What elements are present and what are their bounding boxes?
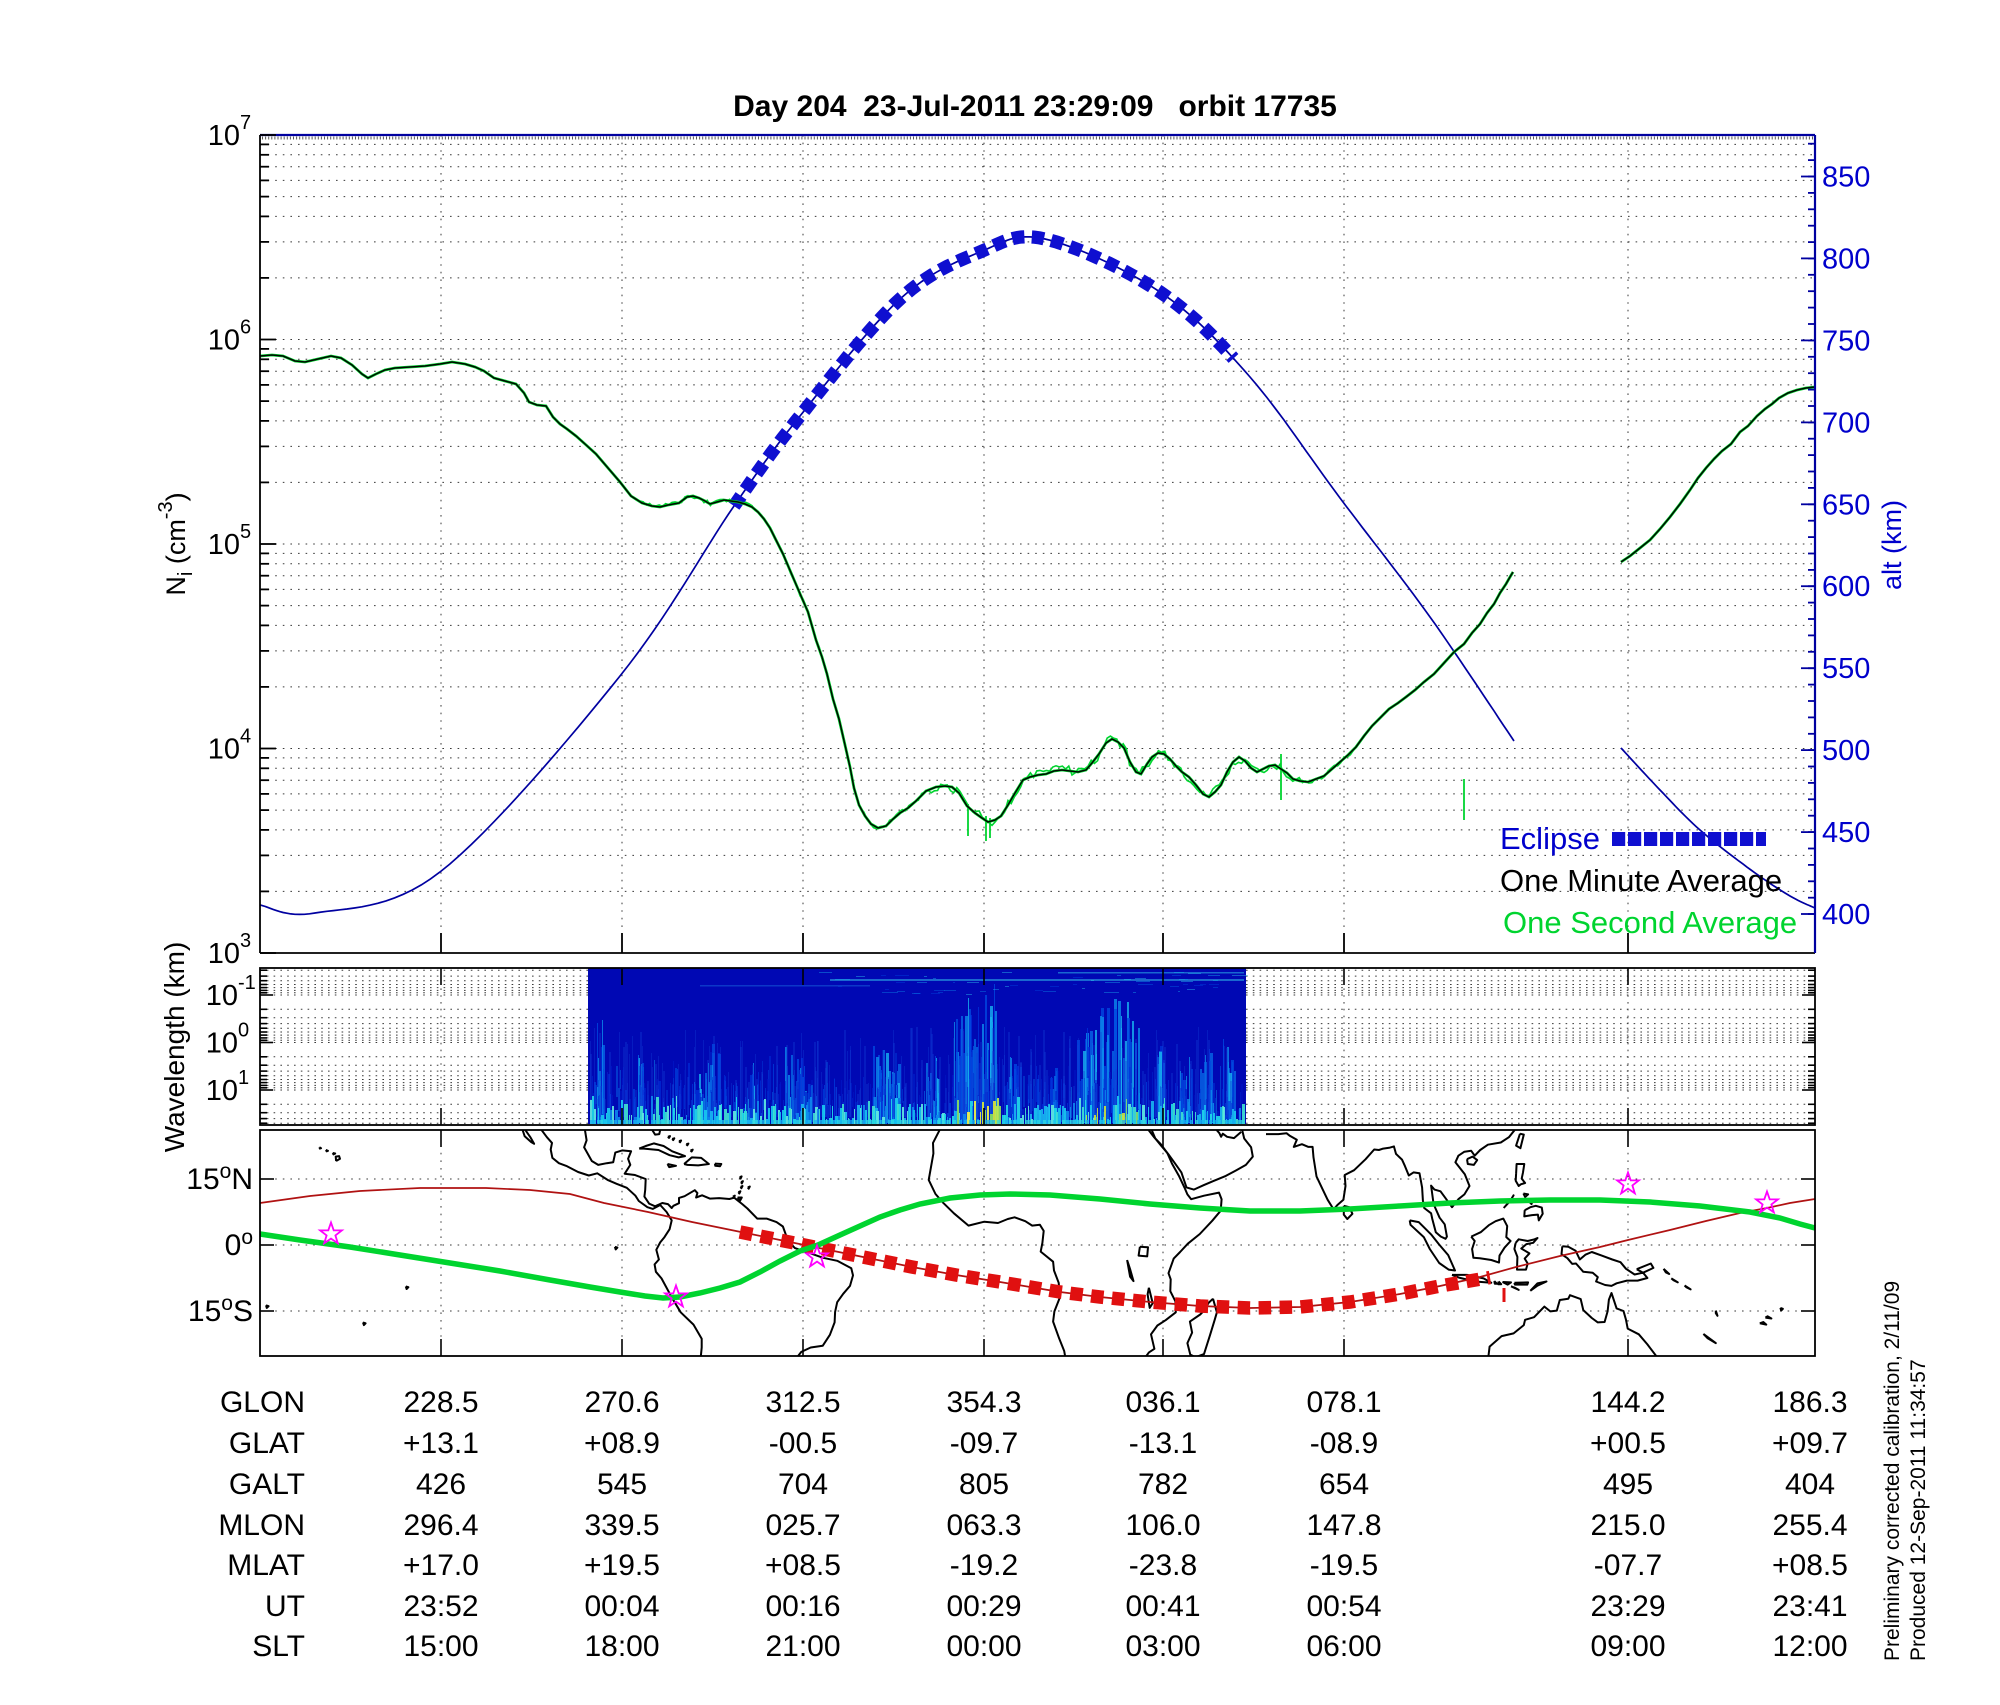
svg-text:21:00: 21:00 (765, 1630, 840, 1663)
svg-text:15:00: 15:00 (403, 1630, 478, 1663)
svg-text:10: 10 (208, 938, 240, 970)
svg-text:-19.2: -19.2 (950, 1549, 1018, 1582)
svg-text:10: 10 (208, 325, 240, 357)
svg-text:296.4: 296.4 (403, 1509, 478, 1542)
svg-text:782: 782 (1138, 1468, 1188, 1501)
svg-text:00:29: 00:29 (946, 1590, 1021, 1623)
svg-text:00:00: 00:00 (946, 1630, 1021, 1663)
svg-text:426: 426 (416, 1468, 466, 1501)
svg-text:-07.7: -07.7 (1594, 1549, 1662, 1582)
svg-text:404: 404 (1785, 1468, 1835, 1501)
svg-text:MLAT: MLAT (227, 1549, 305, 1582)
svg-text:495: 495 (1603, 1468, 1653, 1501)
svg-text:550: 550 (1822, 653, 1870, 685)
svg-text:GLON: GLON (220, 1386, 305, 1419)
svg-text:15oN: 15oN (186, 1160, 253, 1196)
svg-text:600: 600 (1822, 571, 1870, 603)
svg-text:-08.9: -08.9 (1310, 1427, 1378, 1460)
svg-text:-19.5: -19.5 (1310, 1549, 1378, 1582)
svg-text:545: 545 (597, 1468, 647, 1501)
svg-text:654: 654 (1319, 1468, 1369, 1501)
svg-text:-13.1: -13.1 (1129, 1427, 1197, 1460)
svg-text:06:00: 06:00 (1306, 1630, 1381, 1663)
svg-text:400: 400 (1822, 899, 1870, 931)
svg-text:106.0: 106.0 (1125, 1509, 1200, 1542)
svg-text:750: 750 (1822, 325, 1870, 357)
svg-text:23:52: 23:52 (403, 1590, 478, 1623)
svg-text:704: 704 (778, 1468, 828, 1501)
svg-text:10: 10 (208, 529, 240, 561)
svg-text:MLON: MLON (218, 1509, 305, 1542)
svg-text:03:00: 03:00 (1125, 1630, 1200, 1663)
svg-text:078.1: 078.1 (1306, 1386, 1381, 1419)
svg-text:0: 0 (238, 1020, 249, 1042)
svg-text:Eclipse: Eclipse (1500, 821, 1600, 856)
svg-text:+00.5: +00.5 (1590, 1427, 1666, 1460)
svg-text:+19.5: +19.5 (584, 1549, 660, 1582)
svg-text:500: 500 (1822, 735, 1870, 767)
svg-text:147.8: 147.8 (1306, 1509, 1381, 1542)
svg-text:+17.0: +17.0 (403, 1549, 479, 1582)
svg-text:063.3: 063.3 (946, 1509, 1021, 1542)
svg-text:12:00: 12:00 (1772, 1630, 1847, 1663)
svg-text:270.6: 270.6 (584, 1386, 659, 1419)
svg-text:450: 450 (1822, 817, 1870, 849)
svg-text:10: 10 (208, 120, 240, 152)
svg-text:-00.5: -00.5 (769, 1427, 837, 1460)
svg-text:805: 805 (959, 1468, 1009, 1501)
svg-text:186.3: 186.3 (1772, 1386, 1847, 1419)
svg-text:00:41: 00:41 (1125, 1590, 1200, 1623)
svg-text:5: 5 (240, 521, 251, 543)
svg-text:Wavelength (km): Wavelength (km) (159, 942, 190, 1153)
svg-text:UT: UT (265, 1590, 305, 1623)
svg-text:15oS: 15oS (188, 1292, 253, 1328)
svg-text:09:00: 09:00 (1590, 1630, 1665, 1663)
svg-text:00:04: 00:04 (584, 1590, 659, 1623)
svg-text:4: 4 (240, 726, 251, 748)
svg-text:312.5: 312.5 (765, 1386, 840, 1419)
svg-text:alt (km): alt (km) (1877, 500, 1907, 590)
svg-text:One Minute Average: One Minute Average (1500, 863, 1782, 898)
svg-text:144.2: 144.2 (1590, 1386, 1665, 1419)
svg-text:354.3: 354.3 (946, 1386, 1021, 1419)
svg-text:3: 3 (240, 930, 251, 952)
svg-text:23:29: 23:29 (1590, 1590, 1665, 1623)
svg-text:GLAT: GLAT (229, 1427, 305, 1460)
svg-text:1: 1 (238, 1067, 249, 1089)
svg-text:-1: -1 (238, 972, 256, 994)
svg-text:One Second Average: One Second Average (1503, 905, 1797, 940)
svg-text:-23.8: -23.8 (1129, 1549, 1197, 1582)
svg-text:025.7: 025.7 (765, 1509, 840, 1542)
svg-text:Day 204 23-Jul-2011 23:29:09: Day 204 23-Jul-2011 23:29:09 orbit 17735 (733, 90, 1337, 123)
svg-text:10: 10 (208, 734, 240, 766)
svg-text:7: 7 (240, 112, 251, 134)
svg-text:6: 6 (240, 317, 251, 339)
svg-text:+08.9: +08.9 (584, 1427, 660, 1460)
svg-text:+09.7: +09.7 (1772, 1427, 1848, 1460)
svg-text:23:41: 23:41 (1772, 1590, 1847, 1623)
svg-text:+13.1: +13.1 (403, 1427, 479, 1460)
svg-text:00:16: 00:16 (765, 1590, 840, 1623)
svg-text:228.5: 228.5 (403, 1386, 478, 1419)
svg-text:SLT: SLT (252, 1630, 305, 1663)
svg-text:Produced 12-Sep-2011 11:34:57: Produced 12-Sep-2011 11:34:57 (1907, 1359, 1930, 1661)
svg-text:Preliminary corrected calibrat: Preliminary corrected calibration, 2/11/… (1881, 1281, 1904, 1661)
svg-text:18:00: 18:00 (584, 1630, 659, 1663)
svg-text:255.4: 255.4 (1772, 1509, 1847, 1542)
svg-text:036.1: 036.1 (1125, 1386, 1200, 1419)
svg-text:800: 800 (1822, 243, 1870, 275)
svg-text:215.0: 215.0 (1590, 1509, 1665, 1542)
svg-text:10: 10 (206, 1028, 238, 1060)
svg-text:650: 650 (1822, 489, 1870, 521)
svg-text:10: 10 (206, 980, 238, 1012)
svg-text:-09.7: -09.7 (950, 1427, 1018, 1460)
svg-text:GALT: GALT (229, 1468, 305, 1501)
svg-text:700: 700 (1822, 407, 1870, 439)
svg-text:+08.5: +08.5 (1772, 1549, 1848, 1582)
svg-text:339.5: 339.5 (584, 1509, 659, 1542)
svg-text:10: 10 (206, 1075, 238, 1107)
svg-text:850: 850 (1822, 162, 1870, 194)
svg-text:00:54: 00:54 (1306, 1590, 1381, 1623)
svg-text:+08.5: +08.5 (765, 1549, 841, 1582)
